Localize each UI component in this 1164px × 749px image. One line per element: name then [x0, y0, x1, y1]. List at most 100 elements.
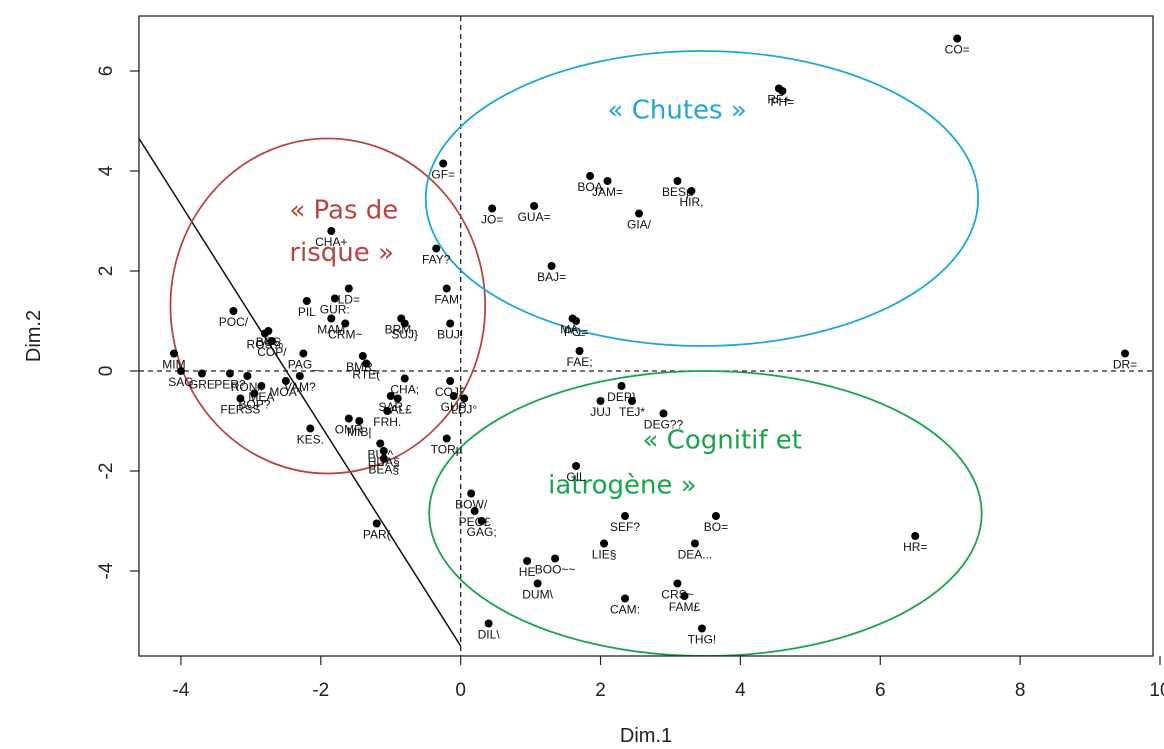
data-point — [680, 592, 689, 600]
data-point — [586, 172, 595, 180]
point-label: CO= — [945, 43, 970, 57]
point-label: PH= — [771, 95, 795, 109]
point-label: MAM — [317, 323, 345, 337]
x-axis-label: Dim.1 — [620, 725, 672, 747]
data-point — [603, 177, 612, 185]
group-label: « Chutes » — [608, 96, 747, 126]
x-tick-label: 0 — [455, 680, 466, 701]
point-label: CAM: — [610, 603, 640, 617]
point-label: RF+ — [767, 93, 790, 107]
data-point — [530, 202, 539, 210]
data-point — [488, 204, 497, 213]
data-point — [295, 372, 304, 380]
point-label: FAE; — [567, 355, 593, 369]
group-ellipse — [428, 370, 983, 656]
point-label: OMR — [335, 423, 363, 437]
point-label: DEA... — [678, 548, 713, 562]
data-point — [400, 319, 409, 328]
data-point — [467, 489, 476, 498]
point-label: GF= — [431, 168, 455, 182]
point-label: PIL — [298, 305, 316, 319]
point-label: MOA^ — [269, 385, 302, 399]
data-point — [327, 227, 336, 235]
y-tick-label: -2 — [96, 463, 117, 480]
data-point — [446, 319, 455, 328]
data-point — [687, 187, 696, 195]
data-point — [257, 382, 266, 390]
point-label: BESµ — [662, 185, 693, 199]
point-label: BOA — [577, 180, 602, 194]
point-label: FRH. — [373, 415, 401, 429]
data-point — [176, 367, 185, 375]
data-point — [236, 394, 245, 403]
point-label: BEA§ — [368, 463, 399, 477]
data-point — [778, 87, 787, 95]
point-label: BAJ= — [537, 270, 566, 284]
group-label: « Cognitif et — [643, 426, 802, 456]
point-label: PER? — [214, 378, 246, 392]
data-point — [442, 434, 451, 443]
data-point — [400, 374, 409, 383]
y-tick-label: 6 — [96, 66, 117, 77]
data-point — [327, 314, 336, 323]
point-label: GUR: — [320, 303, 350, 317]
data-point — [344, 284, 353, 293]
point-label: GIL — [566, 470, 586, 484]
point-label: CHA+ — [315, 235, 347, 249]
data-point — [386, 392, 395, 400]
data-point — [572, 462, 581, 470]
point-label: CRM~ — [328, 328, 362, 342]
data-point — [358, 352, 367, 360]
point-label: COJ£ — [435, 385, 466, 399]
data-point — [229, 307, 238, 315]
point-label: JUJ — [590, 405, 611, 419]
data-point — [673, 177, 682, 185]
x-tick-label: 8 — [1015, 680, 1026, 701]
data-point — [659, 409, 668, 418]
point-label: DR= — [1113, 358, 1137, 372]
y-tick-label: 4 — [96, 165, 117, 176]
point-label: KES. — [297, 433, 324, 447]
data-point — [533, 579, 542, 588]
data-point — [628, 397, 637, 405]
data-point — [302, 297, 311, 305]
point-label: BO= — [704, 520, 728, 534]
data-point — [341, 319, 350, 328]
point-label: PAG_ — [288, 358, 319, 372]
point-label: TORµ — [431, 443, 463, 457]
group-ellipse — [424, 50, 980, 347]
data-point — [281, 377, 290, 385]
point-label: CHA; — [390, 383, 419, 397]
x-tick-label: -4 — [173, 680, 190, 701]
point-label: HR= — [903, 540, 927, 554]
data-point — [635, 209, 644, 218]
data-point — [477, 517, 486, 525]
point-label: FAM£ — [669, 600, 701, 614]
point-label: LDJ° — [451, 403, 477, 417]
y-tick-label: 0 — [96, 366, 117, 377]
data-point — [600, 539, 609, 548]
point-label: FAY? — [422, 253, 451, 267]
data-point — [362, 359, 371, 368]
data-point — [523, 557, 532, 565]
data-point — [439, 159, 448, 168]
data-point — [697, 624, 706, 633]
data-point — [621, 512, 630, 520]
point-label: POC/ — [219, 315, 249, 329]
y-tick-label: 2 — [96, 266, 117, 277]
data-point — [596, 397, 605, 405]
point-label: FERSS — [220, 403, 260, 417]
point-label: DIL\ — [478, 628, 501, 642]
point-label: LAL£ — [384, 403, 412, 417]
data-point — [551, 554, 560, 563]
data-point — [243, 372, 252, 380]
axis-ticks: -4 -2 0 2 4 6 8 10 -4 -2 0 2 4 6 — [96, 66, 1164, 701]
point-label: BRM.. — [385, 323, 418, 337]
point-label: THG! — [688, 633, 717, 647]
data-point — [711, 512, 720, 520]
point-label: BOO~~ — [535, 563, 576, 577]
data-point — [344, 414, 353, 423]
point-label: BOW/ — [455, 498, 488, 512]
data-point — [460, 394, 469, 403]
data-point — [379, 447, 388, 455]
